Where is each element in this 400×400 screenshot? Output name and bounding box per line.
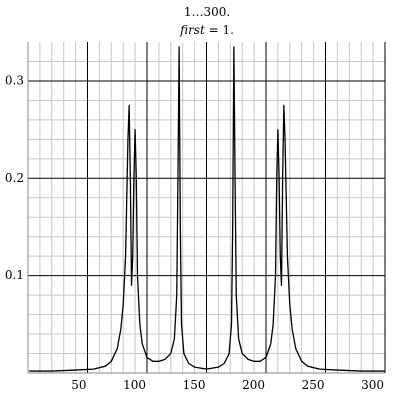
x-tick-label: 300	[361, 378, 384, 392]
data-line	[29, 46, 385, 372]
chart-subtitle: first = 1.	[179, 23, 234, 37]
subtitle-variable: first	[179, 23, 205, 37]
chart-title: 1…300.	[184, 5, 230, 19]
x-tick-label: 150	[183, 378, 206, 392]
y-tick-label: 0.2	[5, 171, 24, 185]
x-tick-label: 250	[302, 378, 325, 392]
x-tick-label: 200	[242, 378, 265, 392]
x-tick-label: 100	[123, 378, 146, 392]
subtitle-rest: = 1.	[205, 23, 234, 37]
x-tick-label: 50	[71, 378, 86, 392]
y-tick-label: 0.3	[5, 73, 24, 87]
y-tick-label: 0.1	[5, 268, 24, 282]
